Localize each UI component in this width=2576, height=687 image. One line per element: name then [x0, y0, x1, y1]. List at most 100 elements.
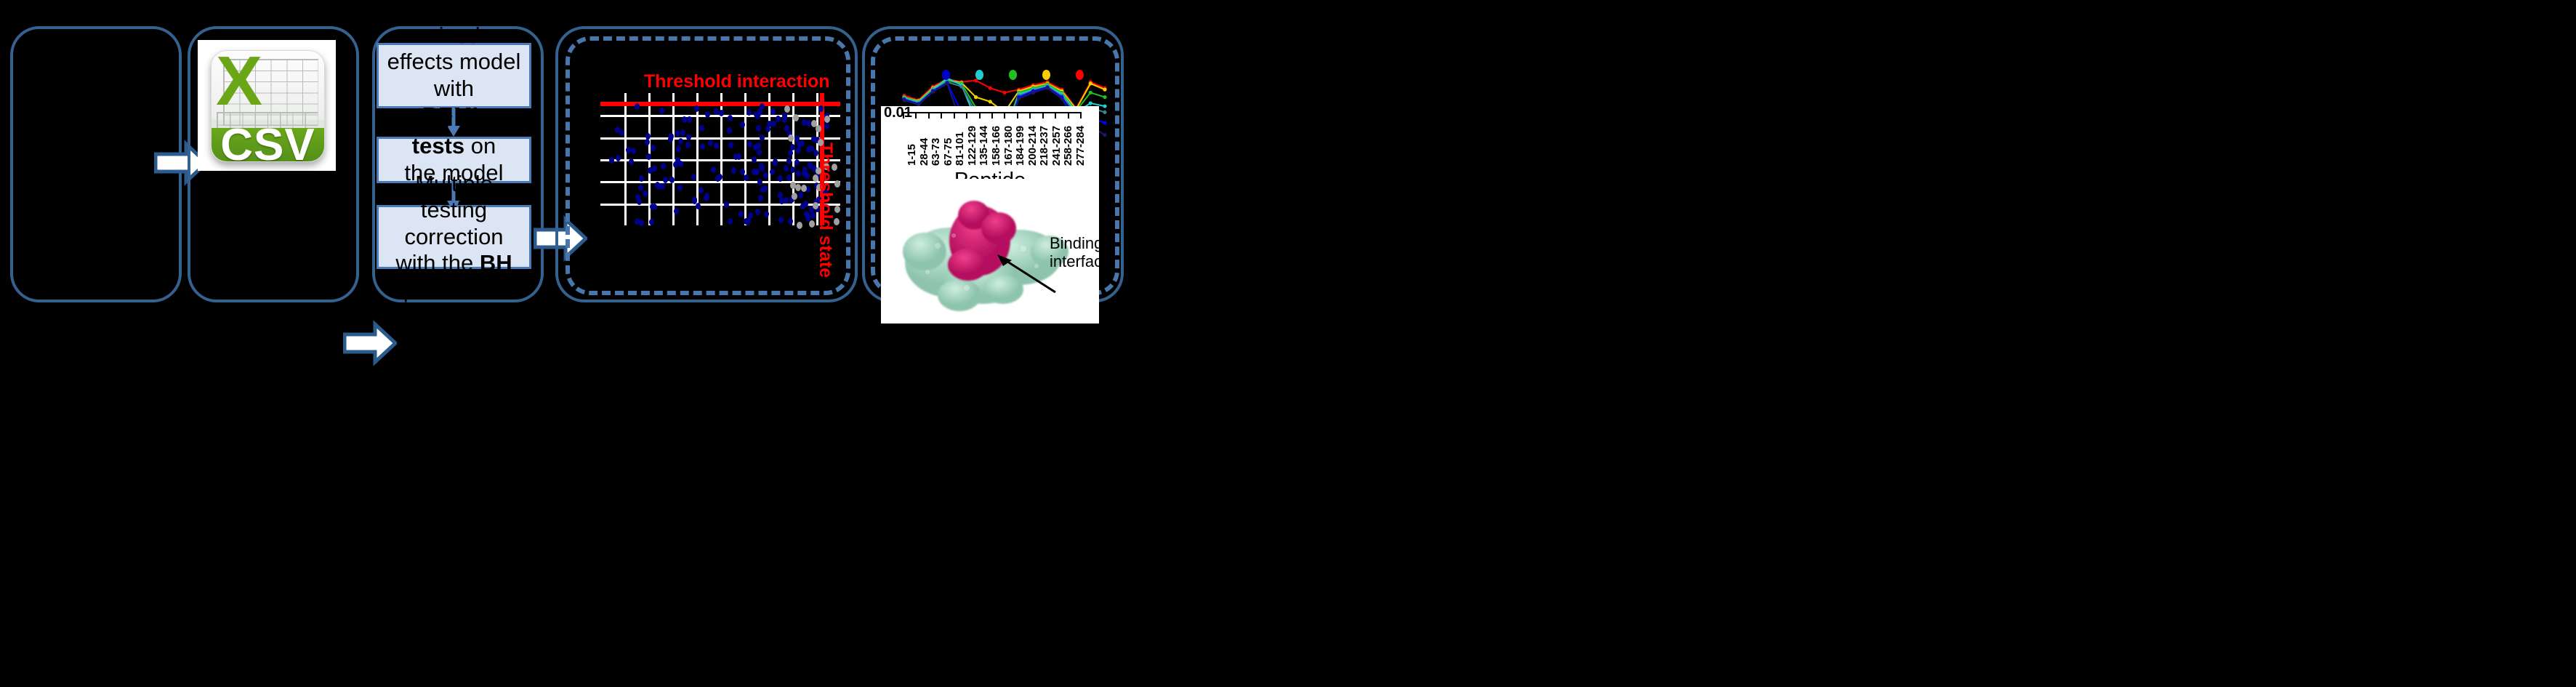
scatter-point [796, 146, 802, 153]
scatter-point [777, 191, 783, 198]
scatter-point [806, 119, 811, 126]
scatter-point [805, 186, 810, 193]
peptide-tick-label: 277-284 [1074, 125, 1087, 166]
scatter-point [660, 162, 666, 169]
csv-file-icon: X CSV [211, 50, 325, 162]
line-point [917, 103, 921, 107]
peptide-tick-mark [1042, 112, 1044, 118]
scatter-point [794, 134, 800, 142]
scatter-point [619, 129, 625, 137]
scatter-point [760, 186, 765, 193]
scatter-point [659, 108, 664, 115]
scatter-point [797, 141, 802, 148]
scatter-point [808, 206, 814, 213]
scatter-point-grey [792, 113, 799, 121]
csv-panel [188, 26, 359, 302]
peptide-tick-label: 67-75 [941, 137, 954, 166]
scatter-point [648, 167, 653, 174]
scatter-point [824, 112, 830, 119]
scatter-point [635, 194, 641, 201]
threshold-interaction-line [600, 102, 840, 106]
scatter-point [739, 169, 745, 176]
line-point [1103, 87, 1107, 92]
peptide-tick-label: 81-101 [954, 132, 967, 166]
scatter-point [637, 185, 643, 192]
scatter-point [669, 133, 674, 140]
scatter-point-grey [810, 119, 817, 127]
peptide-line-chart [898, 64, 1111, 144]
scatter-point [770, 120, 776, 127]
scatter-point-grey [791, 192, 797, 200]
scatter-point [643, 190, 648, 197]
line-point [1060, 97, 1064, 101]
scatter-point [728, 115, 733, 122]
scatter-point [812, 165, 818, 172]
step-reml-box[interactable]: Fit a linear mixed-effects model withREM… [377, 0, 531, 154]
scatter-point [805, 172, 810, 179]
scatter-point-grey [796, 222, 802, 229]
scatter-point [769, 169, 775, 176]
line-chart-legend [898, 70, 1111, 84]
scatter-point [677, 137, 683, 145]
peptide-tick-mark [1004, 112, 1006, 118]
scatter-point [719, 110, 725, 116]
scatter-point-grey [834, 218, 840, 226]
scatter-point [645, 153, 651, 161]
scatter-point [694, 105, 699, 113]
scatter-point [784, 196, 789, 204]
csv-format-band: CSV [212, 120, 324, 161]
scatter-point [645, 139, 651, 146]
peptide-tick-label: 200-214 [1026, 125, 1039, 166]
scatter-point [757, 108, 762, 116]
scatter-point [614, 126, 620, 134]
scatter-point [795, 170, 801, 177]
scatter-point [759, 103, 765, 111]
scatter-point [655, 181, 661, 188]
scatter-point [784, 125, 790, 132]
scatter-point [767, 121, 773, 128]
scatter-point [710, 166, 716, 174]
binding-interface-annotation: Binding interface [1050, 234, 1111, 271]
line-point [1103, 95, 1107, 100]
scatter-point [786, 158, 792, 165]
scatter-point [810, 212, 816, 220]
scatter-point [754, 209, 760, 216]
scatter-point-grey [812, 174, 818, 182]
scatter-point [696, 202, 701, 209]
peptide-tick-label: 241-257 [1050, 125, 1063, 166]
excel-x-icon: X [216, 50, 263, 120]
line-point [1088, 101, 1092, 105]
scatter-point [727, 217, 733, 225]
line-point [1088, 90, 1092, 95]
volcano-panel-dashed-inner [565, 36, 850, 295]
scatter-point [755, 125, 761, 132]
line-point [1002, 90, 1007, 95]
scatter-point [733, 153, 739, 161]
scatter-point [773, 159, 778, 166]
peptide-tick-labels: 1-15 28-44 63-73 67-75 81-101 122-129 135-144 1… [881, 106, 1099, 186]
scatter-point [789, 196, 794, 203]
scatter-point [782, 112, 788, 119]
peptide-tick-label: 158-166 [990, 125, 1002, 166]
peptide-tick-label: 122-129 [965, 125, 978, 166]
legend-dot-series-3 [1009, 70, 1017, 80]
scatter-point [692, 197, 698, 204]
scatter-point [753, 111, 759, 118]
scatter-point [815, 205, 821, 212]
scatter-point [801, 118, 807, 126]
threshold-state-line [820, 93, 824, 225]
line-point [1103, 133, 1107, 137]
scatter-point-grey [794, 183, 801, 191]
step-bh-box[interactable]: Multiple testing correction with the BH pr… [377, 171, 531, 302]
scatter-point [650, 145, 656, 152]
scatter-point [822, 188, 828, 196]
scatter-point [660, 182, 666, 190]
scatter-point [691, 174, 696, 181]
line-point [1045, 86, 1050, 90]
scatter-point [699, 124, 704, 132]
line-point [959, 84, 964, 89]
peptide-tick-label: 1-15 [906, 143, 918, 166]
scatter-point [628, 158, 634, 166]
